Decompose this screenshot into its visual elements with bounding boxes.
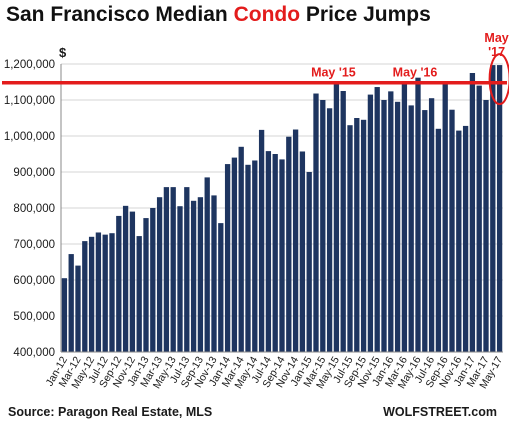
bar	[313, 93, 319, 353]
bar	[163, 187, 170, 352]
y-tick-label: 1,100,000	[4, 95, 55, 107]
bar	[367, 94, 374, 352]
bar	[204, 177, 210, 352]
bar	[252, 160, 258, 352]
y-tick-label: 800,000	[13, 203, 55, 215]
bar	[320, 100, 326, 352]
bar	[143, 218, 149, 352]
y-tick-label: 700,000	[13, 239, 55, 251]
bar	[258, 129, 265, 352]
bar	[68, 254, 74, 352]
bar	[469, 73, 476, 352]
bar	[197, 197, 204, 352]
bar	[292, 129, 299, 352]
bar	[272, 154, 278, 352]
bar	[136, 236, 142, 352]
bar	[496, 65, 503, 352]
bar	[435, 128, 442, 352]
bar	[456, 130, 462, 352]
chart-title: San Francisco Median Condo Price Jumps	[6, 3, 431, 27]
bar	[75, 265, 81, 352]
highlight-circle	[488, 53, 509, 106]
bar	[231, 157, 238, 352]
bar	[428, 98, 435, 352]
chart-title-highlight: Condo	[233, 3, 301, 26]
bar	[129, 211, 136, 352]
bar	[279, 159, 285, 352]
bar	[340, 91, 346, 352]
bar	[415, 77, 421, 353]
y-tick-label: 1,000,000	[4, 131, 55, 143]
annotation-line: '17	[488, 45, 505, 59]
bar	[422, 110, 428, 352]
annotations: May '15 May '16 May '17	[311, 31, 509, 106]
bar	[116, 215, 122, 352]
bar	[401, 82, 408, 352]
axes	[60, 64, 503, 353]
bar	[360, 119, 367, 352]
bar	[394, 101, 401, 352]
bar	[224, 164, 231, 352]
bar	[61, 278, 68, 352]
x-axis-ticks: Jan-12Mar-12May-12Jul-12Sep-12Nov-12Jan-…	[44, 354, 506, 390]
bars	[61, 65, 503, 353]
bar	[408, 105, 414, 353]
annotation-line: May	[484, 31, 508, 45]
bar	[156, 197, 163, 352]
bar	[184, 187, 190, 352]
bar	[299, 151, 306, 352]
bar	[286, 136, 292, 352]
bar	[109, 233, 115, 352]
bar	[150, 208, 156, 352]
bar	[483, 100, 489, 352]
bar	[122, 205, 129, 352]
y-axis-label: $	[59, 45, 67, 60]
annotation-label: May '17	[484, 31, 508, 59]
bar	[170, 187, 176, 352]
chart-title-pre: San Francisco Median	[6, 3, 234, 26]
y-tick-label: 1,200,000	[4, 59, 55, 71]
annotation-label: May '16	[393, 66, 438, 80]
annotation-label: May '15	[311, 66, 356, 80]
bar	[102, 234, 108, 352]
bar	[476, 85, 482, 352]
bar	[265, 151, 272, 352]
y-tick-label: 600,000	[13, 275, 55, 287]
bar	[88, 236, 95, 352]
bar	[333, 82, 340, 352]
bar	[238, 146, 244, 352]
bar	[449, 109, 455, 352]
bar	[95, 232, 102, 352]
bar	[462, 125, 469, 352]
bar	[218, 223, 224, 352]
bar	[326, 108, 333, 352]
bar	[490, 65, 496, 352]
bar	[388, 91, 394, 353]
brand-label: WOLFSTREET.com	[383, 405, 497, 419]
bar	[211, 195, 217, 352]
bar	[82, 241, 88, 352]
bar	[374, 87, 380, 352]
bar	[190, 200, 197, 352]
bar	[177, 206, 183, 352]
y-tick-label: 400,000	[13, 347, 55, 359]
bar	[442, 82, 448, 352]
bar	[381, 100, 387, 352]
bar	[306, 172, 312, 352]
y-axis-ticks: 400,000 500,000 600,000 700,000 800,000 900,0…	[4, 59, 55, 359]
bar	[245, 164, 251, 352]
source-note: Source: Paragon Real Estate, MLS	[8, 405, 213, 419]
chart-title-post: Price Jumps	[300, 3, 431, 26]
y-tick-label: 900,000	[13, 167, 55, 179]
y-tick-label: 500,000	[13, 311, 55, 323]
bar	[347, 125, 353, 352]
bar	[354, 118, 360, 352]
